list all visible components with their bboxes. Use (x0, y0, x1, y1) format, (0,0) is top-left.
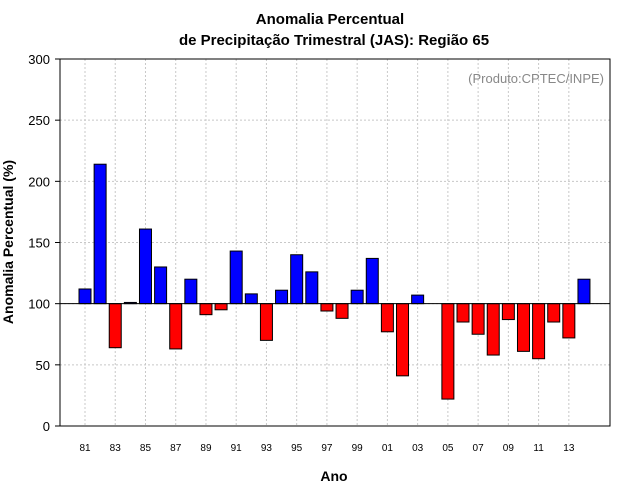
bar-09 (501, 303, 515, 321)
bar-00 (365, 257, 379, 305)
x-tick-label: 87 (170, 443, 182, 454)
x-tick-label: 01 (382, 443, 394, 454)
bar-85 (138, 228, 152, 305)
y-tick-label: 300 (28, 52, 50, 67)
y-tick-label: 100 (28, 297, 50, 312)
x-tick-label: 07 (473, 443, 485, 454)
bar-94 (275, 289, 289, 305)
x-tick-label: 03 (412, 443, 424, 454)
y-axis: 0 50 100 150 200 250 300 (28, 52, 60, 434)
chart-title-line1: Anomalia Percentual (256, 11, 404, 28)
bar-92 (244, 293, 258, 305)
x-tick-label: 85 (140, 443, 152, 454)
bar-87 (169, 303, 183, 350)
bar-14 (577, 278, 591, 305)
x-tick-label: 81 (79, 443, 91, 454)
y-tick-label: 150 (28, 236, 50, 251)
bar-02 (396, 303, 410, 377)
bar-86 (154, 266, 168, 305)
bar-81 (78, 288, 92, 305)
bar-07 (471, 303, 485, 335)
x-tick-label: 99 (352, 443, 364, 454)
bar-01 (380, 303, 394, 333)
y-tick-label: 50 (36, 358, 50, 373)
bar-03 (411, 294, 425, 305)
x-axis: 81 83 85 87 89 91 93 95 97 99 01 03 05 07 09 11 13 (79, 443, 574, 454)
bar-11 (532, 303, 546, 360)
bar-98 (335, 303, 349, 319)
bar-90 (214, 303, 228, 311)
bar-05 (441, 303, 455, 400)
chart-title-line2: de Precipitação Trimestral (JAS): Região… (179, 32, 489, 49)
bar-91 (229, 250, 243, 305)
x-tick-label: 89 (200, 443, 212, 454)
bar-13 (562, 303, 576, 339)
bar-10 (516, 303, 530, 352)
x-tick-label: 13 (563, 443, 575, 454)
x-tick-label: 93 (261, 443, 273, 454)
bar-96 (305, 271, 319, 305)
x-tick-label: 97 (321, 443, 333, 454)
x-tick-label: 95 (291, 443, 303, 454)
bar-93 (259, 303, 273, 341)
bar-12 (547, 303, 561, 323)
bar-88 (184, 278, 198, 305)
bar-99 (350, 289, 364, 305)
bar-97 (320, 303, 334, 312)
x-tick-label: 83 (110, 443, 122, 454)
y-tick-label: 200 (28, 174, 50, 189)
y-tick-label: 250 (28, 113, 50, 128)
x-tick-label: 91 (231, 443, 243, 454)
y-tick-label: 0 (43, 419, 50, 434)
x-tick-label: 11 (533, 443, 544, 454)
bar-95 (290, 254, 304, 305)
x-tick-label: 05 (442, 443, 454, 454)
bar-83 (108, 303, 122, 349)
bar-82 (93, 163, 107, 305)
credit-text: (Produto:CPTEC/INPE) (468, 71, 604, 86)
bar-08 (486, 303, 500, 356)
bars (78, 163, 591, 400)
bar-06 (456, 303, 470, 323)
y-axis-label: Anomalia Percentual (%) (0, 160, 16, 324)
x-axis-label: Ano (320, 468, 347, 484)
x-tick-label: 09 (503, 443, 515, 454)
bar-89 (199, 303, 213, 316)
